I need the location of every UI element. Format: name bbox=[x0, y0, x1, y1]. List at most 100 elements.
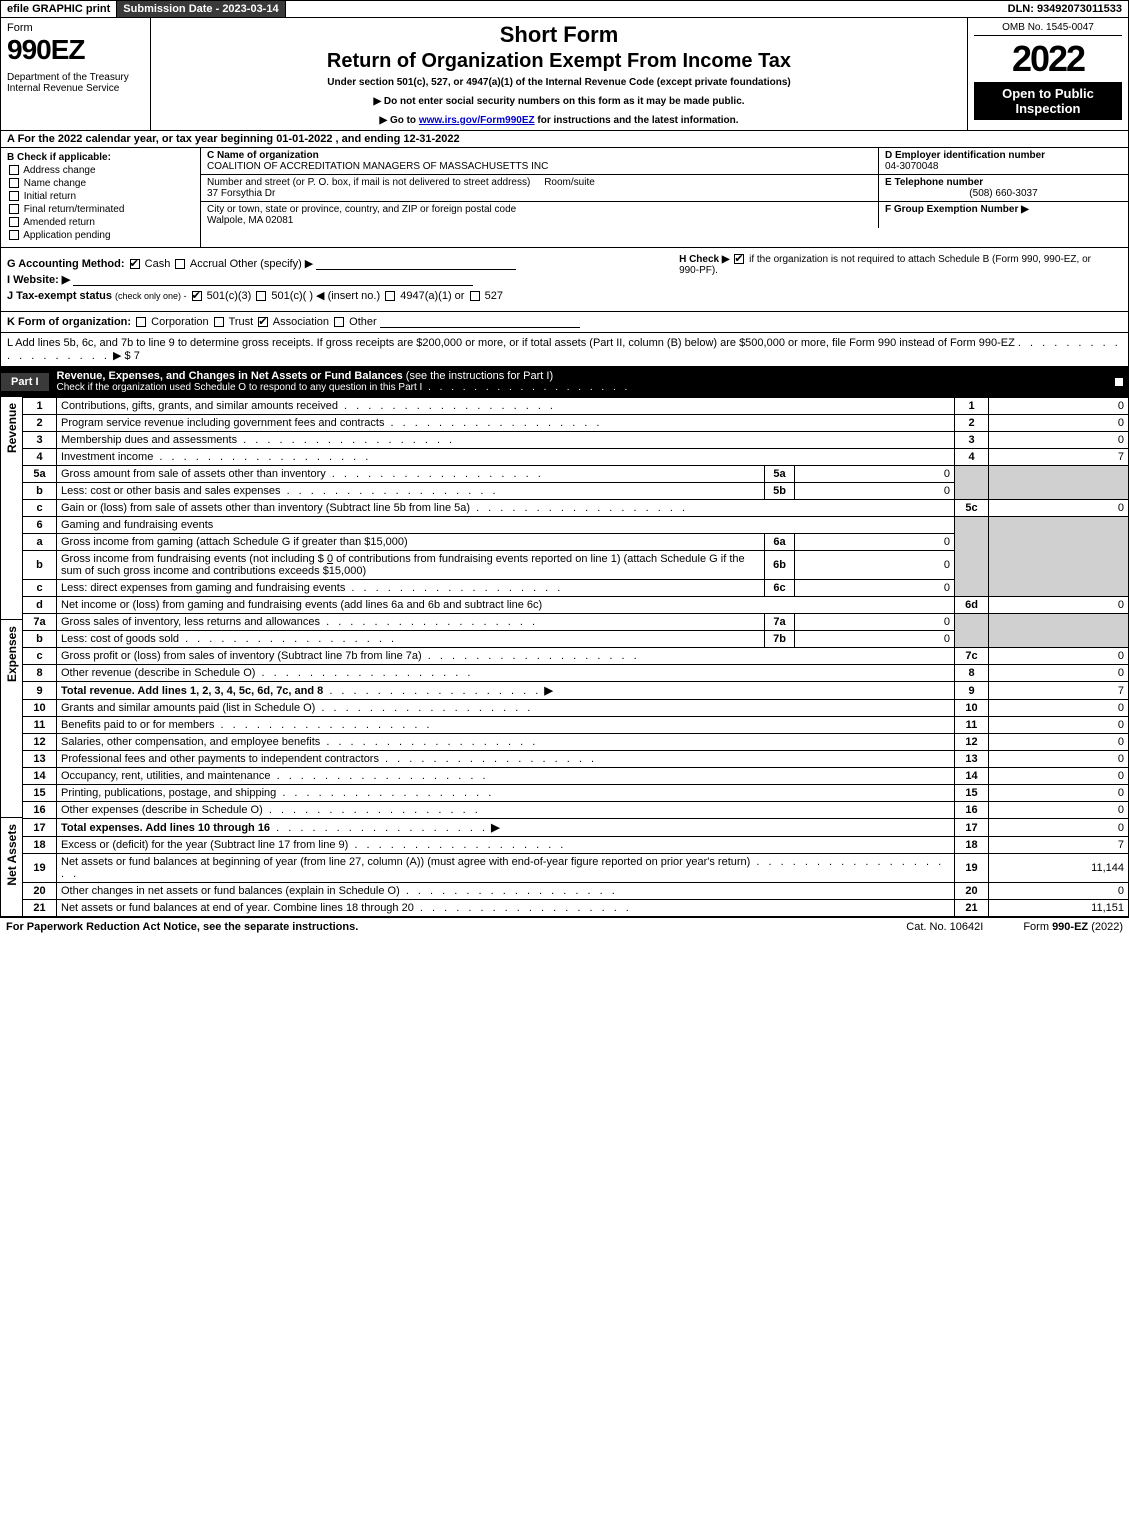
checkbox-other[interactable] bbox=[334, 317, 344, 327]
checkbox-4947[interactable] bbox=[385, 291, 395, 301]
checkbox-corporation[interactable] bbox=[136, 317, 146, 327]
checkbox-501c3[interactable] bbox=[192, 291, 202, 301]
page-footer: For Paperwork Reduction Act Notice, see … bbox=[0, 917, 1129, 936]
instr-goto-post: for instructions and the latest informat… bbox=[535, 115, 739, 126]
section-l: L Add lines 5b, 6c, and 7b to line 9 to … bbox=[0, 333, 1129, 367]
l-value: ▶ $ 7 bbox=[113, 350, 140, 362]
checkbox-icon[interactable] bbox=[9, 165, 19, 175]
checkbox-association[interactable] bbox=[258, 317, 268, 327]
opt-application-pending[interactable]: Application pending bbox=[7, 230, 194, 241]
other-org-input[interactable] bbox=[380, 316, 580, 328]
opt-name-change[interactable]: Name change bbox=[7, 178, 194, 189]
checkbox-527[interactable] bbox=[470, 291, 480, 301]
instr-goto: ▶ Go to www.irs.gov/Form990EZ for instru… bbox=[157, 115, 961, 126]
j-label: J Tax-exempt status bbox=[7, 290, 112, 302]
tax-year: 2022 bbox=[974, 38, 1122, 80]
part1-body: Revenue Expenses Net Assets 1Contributio… bbox=[0, 397, 1129, 917]
line-5a: 5aGross amount from sale of assets other… bbox=[23, 466, 1129, 483]
line-j: J Tax-exempt status (check only one) - 5… bbox=[7, 289, 676, 302]
checkbox-icon[interactable] bbox=[9, 230, 19, 240]
line-13: 13Professional fees and other payments t… bbox=[23, 751, 1129, 768]
form-title: Return of Organization Exempt From Incom… bbox=[157, 50, 961, 73]
checkbox-icon[interactable] bbox=[9, 191, 19, 201]
line-15: 15Printing, publications, postage, and s… bbox=[23, 785, 1129, 802]
h-label: H Check ▶ bbox=[679, 254, 729, 265]
irs-link[interactable]: www.irs.gov/Form990EZ bbox=[419, 115, 535, 126]
line-g: G Accounting Method: Cash Accrual Other … bbox=[7, 257, 676, 270]
city-label: City or town, state or province, country… bbox=[207, 204, 872, 215]
box-b: B Check if applicable: Address change Na… bbox=[1, 148, 201, 247]
under-section: Under section 501(c), 527, or 4947(a)(1)… bbox=[157, 77, 961, 88]
box-b-header: B Check if applicable: bbox=[7, 152, 194, 163]
box-c-name: C Name of organization COALITION OF ACCR… bbox=[201, 148, 878, 174]
section-k: K Form of organization: Corporation Trus… bbox=[0, 312, 1129, 333]
part1-title: Revenue, Expenses, and Changes in Net As… bbox=[49, 367, 1110, 396]
box-c-street: Number and street (or P. O. box, if mail… bbox=[201, 175, 878, 201]
open-to-public: Open to Public Inspection bbox=[974, 82, 1122, 120]
box-h: H Check ▶ if the organization is not req… bbox=[679, 254, 1103, 276]
opt-initial-return[interactable]: Initial return bbox=[7, 191, 194, 202]
lines-table: 1Contributions, gifts, grants, and simil… bbox=[22, 397, 1129, 917]
footer-left: For Paperwork Reduction Act Notice, see … bbox=[6, 921, 358, 933]
checkbox-h[interactable] bbox=[734, 254, 744, 264]
tab-revenue: Revenue bbox=[0, 397, 22, 620]
line-10: 10Grants and similar amounts paid (list … bbox=[23, 700, 1129, 717]
line-17: 17Total expenses. Add lines 10 through 1… bbox=[23, 819, 1129, 837]
dept-treasury: Department of the Treasury Internal Reve… bbox=[7, 72, 144, 94]
line-5c: cGain or (loss) from sale of assets othe… bbox=[23, 500, 1129, 517]
e-label: E Telephone number bbox=[885, 177, 1122, 188]
line-18: 18Excess or (deficit) for the year (Subt… bbox=[23, 837, 1129, 854]
box-d: D Employer identification number 04-3070… bbox=[878, 148, 1128, 174]
room-label: Room/suite bbox=[544, 177, 595, 188]
box-c-city: City or town, state or province, country… bbox=[201, 202, 878, 228]
line-6: 6Gaming and fundraising events bbox=[23, 517, 1129, 534]
tab-netassets: Net Assets bbox=[0, 818, 22, 917]
section-ghij: G Accounting Method: Cash Accrual Other … bbox=[0, 248, 1129, 312]
ein-value: 04-3070048 bbox=[885, 161, 1122, 172]
box-cdef: C Name of organization COALITION OF ACCR… bbox=[201, 148, 1128, 247]
checkbox-trust[interactable] bbox=[214, 317, 224, 327]
g-label: G Accounting Method: bbox=[7, 258, 125, 270]
tab-expenses: Expenses bbox=[0, 620, 22, 818]
short-form-label: Short Form bbox=[157, 22, 961, 48]
line-11: 11Benefits paid to or for members110 bbox=[23, 717, 1129, 734]
submission-date: Submission Date - 2023-03-14 bbox=[117, 1, 285, 17]
line-4: 4Investment income47 bbox=[23, 449, 1129, 466]
l-text: L Add lines 5b, 6c, and 7b to line 9 to … bbox=[7, 337, 1015, 349]
checkbox-accrual[interactable] bbox=[175, 259, 185, 269]
street-label: Number and street (or P. O. box, if mail… bbox=[207, 177, 530, 188]
line-6d: dNet income or (loss) from gaming and fu… bbox=[23, 597, 1129, 614]
checkbox-icon[interactable] bbox=[9, 217, 19, 227]
box-f: F Group Exemption Number ▶ bbox=[878, 202, 1128, 228]
line-9: 9Total revenue. Add lines 1, 2, 3, 4, 5c… bbox=[23, 682, 1129, 700]
checkbox-501c[interactable] bbox=[256, 291, 266, 301]
opt-final-return[interactable]: Final return/terminated bbox=[7, 204, 194, 215]
line-i: I Website: ▶ bbox=[7, 273, 676, 286]
form-word: Form bbox=[7, 22, 144, 34]
form-header: Form 990EZ Department of the Treasury In… bbox=[0, 18, 1129, 131]
topbar: efile GRAPHIC print Submission Date - 20… bbox=[0, 0, 1129, 18]
efile-label: efile GRAPHIC print bbox=[1, 1, 117, 17]
line-3: 3Membership dues and assessments30 bbox=[23, 432, 1129, 449]
city-value: Walpole, MA 02081 bbox=[207, 215, 872, 226]
part1-tag: Part I bbox=[1, 373, 49, 391]
checkbox-cash[interactable] bbox=[130, 259, 140, 269]
checkbox-schedule-o[interactable] bbox=[1114, 377, 1124, 387]
line-20: 20Other changes in net assets or fund ba… bbox=[23, 883, 1129, 900]
opt-amended-return[interactable]: Amended return bbox=[7, 217, 194, 228]
line-8: 8Other revenue (describe in Schedule O)8… bbox=[23, 665, 1129, 682]
website-input[interactable] bbox=[73, 274, 473, 286]
opt-address-change[interactable]: Address change bbox=[7, 165, 194, 176]
other-specify-input[interactable] bbox=[316, 258, 516, 270]
row-a: A For the 2022 calendar year, or tax yea… bbox=[0, 131, 1129, 148]
line-21: 21Net assets or fund balances at end of … bbox=[23, 900, 1129, 917]
checkbox-icon[interactable] bbox=[9, 178, 19, 188]
instr-ssn: ▶ Do not enter social security numbers o… bbox=[157, 96, 961, 107]
box-e: E Telephone number (508) 660-3037 bbox=[878, 175, 1128, 201]
f-label: F Group Exemption Number ▶ bbox=[885, 204, 1122, 215]
instr-goto-pre: ▶ Go to bbox=[379, 115, 418, 126]
header-left: Form 990EZ Department of the Treasury In… bbox=[1, 18, 151, 130]
checkbox-icon[interactable] bbox=[9, 204, 19, 214]
line-7a: 7aGross sales of inventory, less returns… bbox=[23, 614, 1129, 631]
section-bcdef: B Check if applicable: Address change Na… bbox=[0, 148, 1129, 248]
